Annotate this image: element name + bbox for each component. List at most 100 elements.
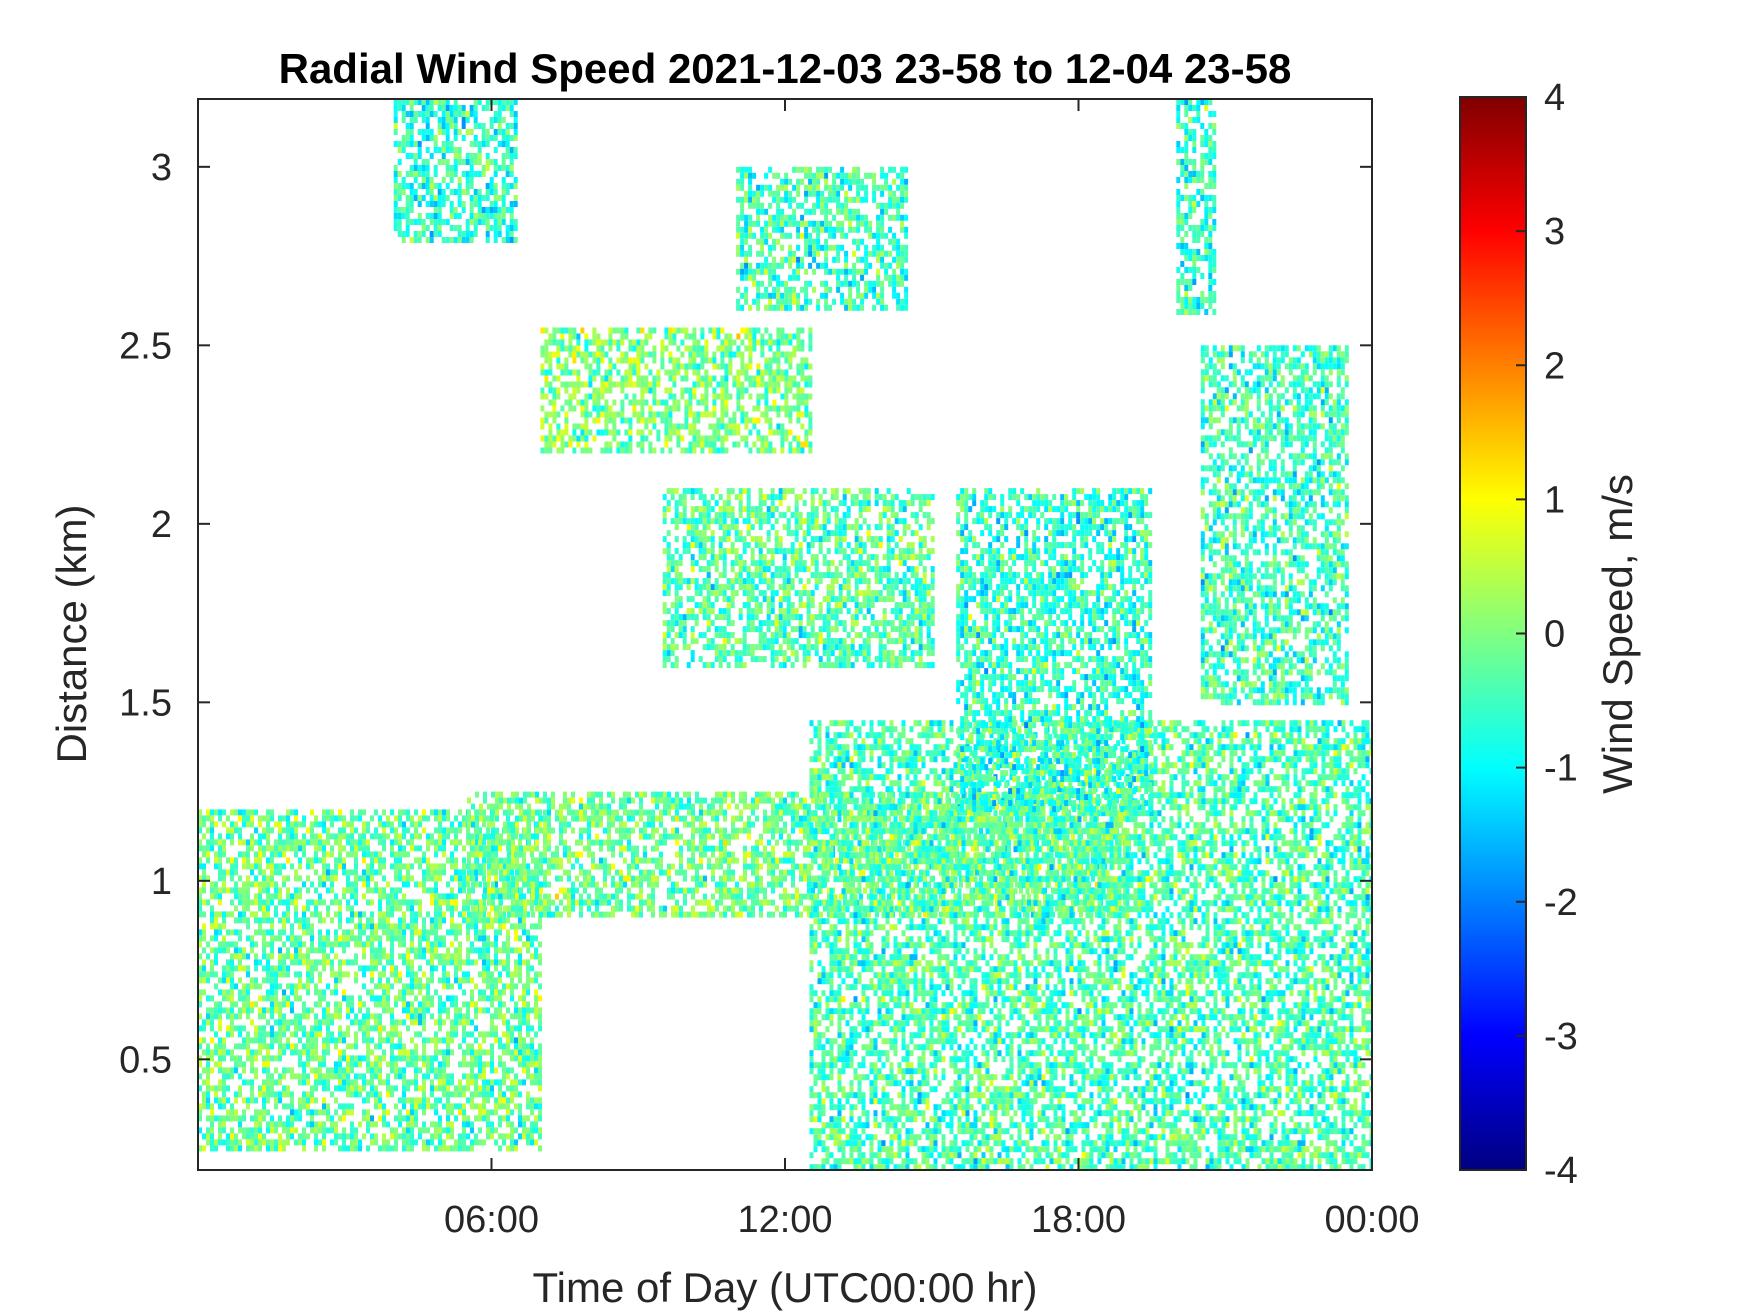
heat-cell [394, 995, 398, 1002]
heat-cell [695, 863, 699, 870]
heat-cell [422, 995, 426, 1002]
heat-cell [555, 893, 559, 900]
heat-cell [595, 815, 599, 822]
heat-cell [687, 857, 691, 864]
heat-cell [282, 881, 286, 888]
heat-cell [779, 797, 783, 804]
heat-cell [743, 827, 747, 834]
heat-cell [530, 833, 534, 840]
heat-cell [406, 905, 410, 912]
heat-cell [543, 827, 547, 834]
heat-cell [242, 1079, 246, 1086]
heat-cell [859, 893, 863, 900]
heat-cell [266, 1097, 270, 1104]
heat-cell [535, 845, 539, 852]
heat-cell [278, 1091, 282, 1098]
heat-cell [719, 803, 723, 810]
heat-cell [538, 1133, 542, 1140]
heat-cell [499, 875, 503, 882]
heat-cell [390, 1091, 394, 1098]
heat-cell [474, 839, 478, 846]
heat-cell [302, 905, 306, 912]
heat-cell [226, 1067, 230, 1074]
heat-cell [422, 1127, 426, 1134]
heat-cell [442, 839, 446, 846]
heat-cell [346, 887, 350, 894]
heat-cell [406, 959, 410, 966]
heat-cell [510, 1079, 514, 1086]
heat-cell [222, 1103, 226, 1110]
heat-cell [486, 983, 490, 990]
heat-cell [270, 947, 274, 954]
heat-cell [414, 1007, 418, 1014]
heat-cell [467, 797, 471, 804]
heat-cell [366, 1091, 370, 1098]
heat-cell [631, 911, 635, 918]
heat-cell [222, 911, 226, 918]
heat-cell [691, 911, 695, 918]
heat-cell [206, 1061, 210, 1068]
heat-cell [1031, 845, 1035, 852]
heat-cell [483, 797, 487, 804]
heat-cell [294, 821, 298, 828]
heat-cell [751, 905, 755, 912]
heat-cell [543, 893, 547, 900]
heat-cell [875, 851, 879, 858]
heat-cell [535, 887, 539, 894]
heat-cell [446, 857, 450, 864]
heat-cell [494, 941, 498, 948]
heat-cell [510, 1127, 514, 1134]
heat-cell [302, 929, 306, 936]
heat-cell [394, 1061, 398, 1068]
heat-cell [462, 1073, 466, 1080]
heat-cell [258, 881, 262, 888]
heat-cell [298, 857, 302, 864]
heat-cell [354, 959, 358, 966]
heat-cell [442, 809, 446, 816]
heat-cell [426, 1061, 430, 1068]
heat-cell [551, 857, 555, 864]
heat-cell [575, 875, 579, 882]
heat-cell [631, 851, 635, 858]
heat-cell [1035, 809, 1039, 816]
heat-cell [931, 863, 935, 870]
heat-cell [310, 821, 314, 828]
chart-title: Radial Wind Speed 2021-12-03 23-58 to 12… [279, 45, 1292, 92]
heat-cell [434, 899, 438, 906]
heat-cell [342, 1103, 346, 1110]
heat-cell [482, 911, 486, 918]
heat-cell [535, 875, 539, 882]
heat-cell [462, 881, 466, 888]
heat-cell [202, 821, 206, 828]
heat-cell [422, 1025, 426, 1032]
heat-cell [739, 791, 743, 798]
heat-cell [390, 1145, 394, 1152]
heat-cell [222, 887, 226, 894]
heat-cell [607, 863, 611, 870]
heat-cell [703, 809, 707, 816]
heat-cell [342, 941, 346, 948]
heat-cell [515, 827, 519, 834]
heat-cell [310, 971, 314, 978]
heat-cell [434, 827, 438, 834]
heat-cell [410, 989, 414, 996]
heat-cell [487, 911, 491, 918]
heat-cell [543, 821, 547, 828]
heat-cell [823, 905, 827, 912]
heat-cell [218, 1049, 222, 1056]
heat-cell [611, 797, 615, 804]
heat-cell [635, 911, 639, 918]
heat-cell [647, 869, 651, 876]
heat-cell [374, 881, 378, 888]
heat-cell [382, 983, 386, 990]
heat-cell [290, 1019, 294, 1026]
heat-cell [506, 1007, 510, 1014]
heat-cell [322, 1043, 326, 1050]
heat-cell [278, 1073, 282, 1080]
heat-cell [346, 1043, 350, 1050]
heat-cell [382, 833, 386, 840]
heat-cell [278, 1025, 282, 1032]
heat-cell [234, 1013, 238, 1020]
heat-cell [571, 905, 575, 912]
heat-cell [466, 1115, 470, 1122]
